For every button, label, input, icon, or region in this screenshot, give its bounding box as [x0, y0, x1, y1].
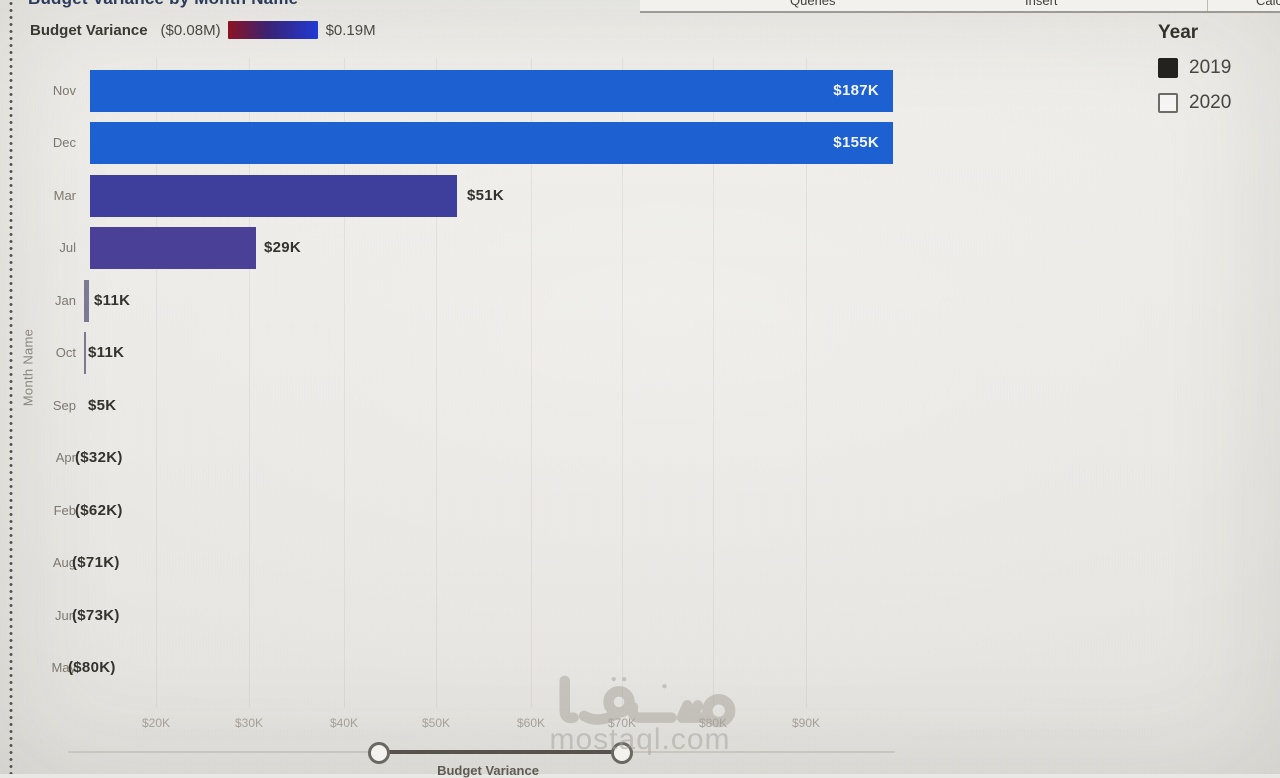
y-axis-title: Month Name: [20, 328, 36, 407]
x-axis-tick-label: $30K: [234, 716, 264, 730]
checkbox-unchecked-icon[interactable]: [1158, 93, 1178, 113]
gridline: [436, 58, 437, 708]
bar-value-label: ($71K): [72, 554, 120, 572]
bar-value-label: $29K: [264, 239, 302, 257]
ribbon-group-insert: Insert: [1025, 0, 1058, 8]
bar-value-label: ($80K): [68, 658, 116, 676]
visual-selection-border: [9, 0, 13, 774]
y-axis-category-label: Oct: [55, 345, 76, 361]
x-axis-tick-label: $60K: [516, 716, 546, 730]
chart-row: May ($80K): [0, 647, 900, 689]
chart-row: Aug ($71K): [0, 542, 900, 584]
chart-row: Apr ($32K): [0, 437, 900, 479]
x-axis-title: Budget Variance: [437, 763, 539, 778]
legend-min-value: ($0.08M): [160, 21, 221, 39]
slider-selected-range[interactable]: [379, 750, 622, 754]
y-axis-category-label: Feb: [53, 502, 76, 518]
chart-row: Jun ($73K): [0, 595, 900, 637]
bar-value-label: $11K: [94, 291, 131, 309]
year-slicer: Year 2019 2020: [1158, 22, 1231, 114]
chart-title: Budget Variance by Month Name: [28, 0, 298, 9]
x-axis-tick-label: $80K: [698, 716, 728, 730]
year-slicer-title: Year: [1158, 22, 1199, 43]
chart-row: Feb ($62K): [0, 490, 900, 532]
ribbon-group-queries: Queries: [790, 0, 836, 8]
bar-dec[interactable]: [90, 122, 893, 165]
legend-measure-label: Budget Variance: [30, 21, 148, 39]
gridline: [249, 58, 250, 708]
gridline: [806, 58, 807, 708]
x-axis-tick-label: $70K: [607, 716, 637, 730]
y-axis-category-label: May: [51, 659, 76, 675]
y-axis-category-label: Apr: [55, 450, 76, 466]
x-axis-tick-label: $50K: [421, 716, 451, 730]
bar-jan[interactable]: [84, 279, 89, 322]
chart-row: Jul $29K: [0, 227, 900, 270]
bar-value-label: $187K: [833, 82, 879, 99]
x-axis-tick-label: $90K: [791, 716, 821, 730]
bar-mar[interactable]: [90, 174, 457, 217]
ribbon-strip: Queries Insert Calculations: [640, 0, 1280, 13]
y-axis-category-label: Mar: [53, 187, 76, 203]
ribbon-group-calculations: Calculations: [1256, 0, 1280, 8]
bar-value-label: $155K: [833, 134, 879, 152]
year-slicer-item-label: 2019: [1189, 57, 1232, 78]
budget-variance-bar-chart: Budget Variance by Month Name Budget Var…: [0, 0, 900, 778]
chart-row: Nov $187K: [0, 70, 900, 112]
bar-oct[interactable]: [84, 332, 86, 375]
gridline: [344, 58, 345, 708]
bar-value-label: $5K: [88, 396, 117, 414]
y-axis-category-label: Dec: [52, 135, 76, 151]
y-axis-category-label: Nov: [52, 83, 76, 98]
chart-row: Mar $51K: [0, 174, 900, 217]
bar-value-label: $51K: [467, 186, 505, 204]
x-axis-tick-label: $40K: [329, 716, 359, 730]
year-slicer-item-2019[interactable]: 2019: [1158, 57, 1231, 79]
y-axis-category-label: Sep: [52, 397, 76, 413]
ribbon-separator: [1207, 0, 1208, 11]
bar-nov[interactable]: [90, 70, 893, 112]
bar-value-label: ($62K): [75, 501, 123, 519]
chart-row: Sep $5K: [0, 385, 900, 427]
chart-row: Oct $11K: [0, 332, 900, 375]
year-slicer-item-2020[interactable]: 2020: [1158, 92, 1231, 114]
slider-handle-right[interactable]: [611, 742, 633, 764]
gradient-legend: Budget Variance ($0.08M) $0.19M: [30, 20, 376, 40]
gridline: [531, 58, 532, 708]
x-axis-tick-label: $20K: [141, 716, 171, 730]
legend-gradient-swatch: [227, 21, 318, 39]
y-axis-category-label: Jan: [55, 292, 76, 308]
bar-jul[interactable]: [90, 227, 256, 270]
chart-row: Dec $155K: [0, 122, 900, 165]
legend-max-value: $0.19M: [325, 21, 376, 39]
year-slicer-item-label: 2020: [1189, 92, 1232, 113]
gridline: [713, 58, 714, 708]
bar-value-label: ($73K): [72, 606, 120, 624]
bar-value-label: $11K: [88, 344, 125, 362]
y-axis-category-label: Jun: [55, 607, 76, 623]
y-axis-category-label: Jul: [59, 240, 76, 256]
y-axis-category-label: Aug: [52, 555, 76, 571]
gridline: [156, 58, 157, 708]
slider-handle-left[interactable]: [368, 742, 390, 764]
chart-row: Jan $11K: [0, 279, 900, 322]
checkbox-checked-icon[interactable]: [1158, 58, 1178, 78]
bar-value-label: ($32K): [75, 449, 123, 467]
gridline: [622, 58, 623, 708]
